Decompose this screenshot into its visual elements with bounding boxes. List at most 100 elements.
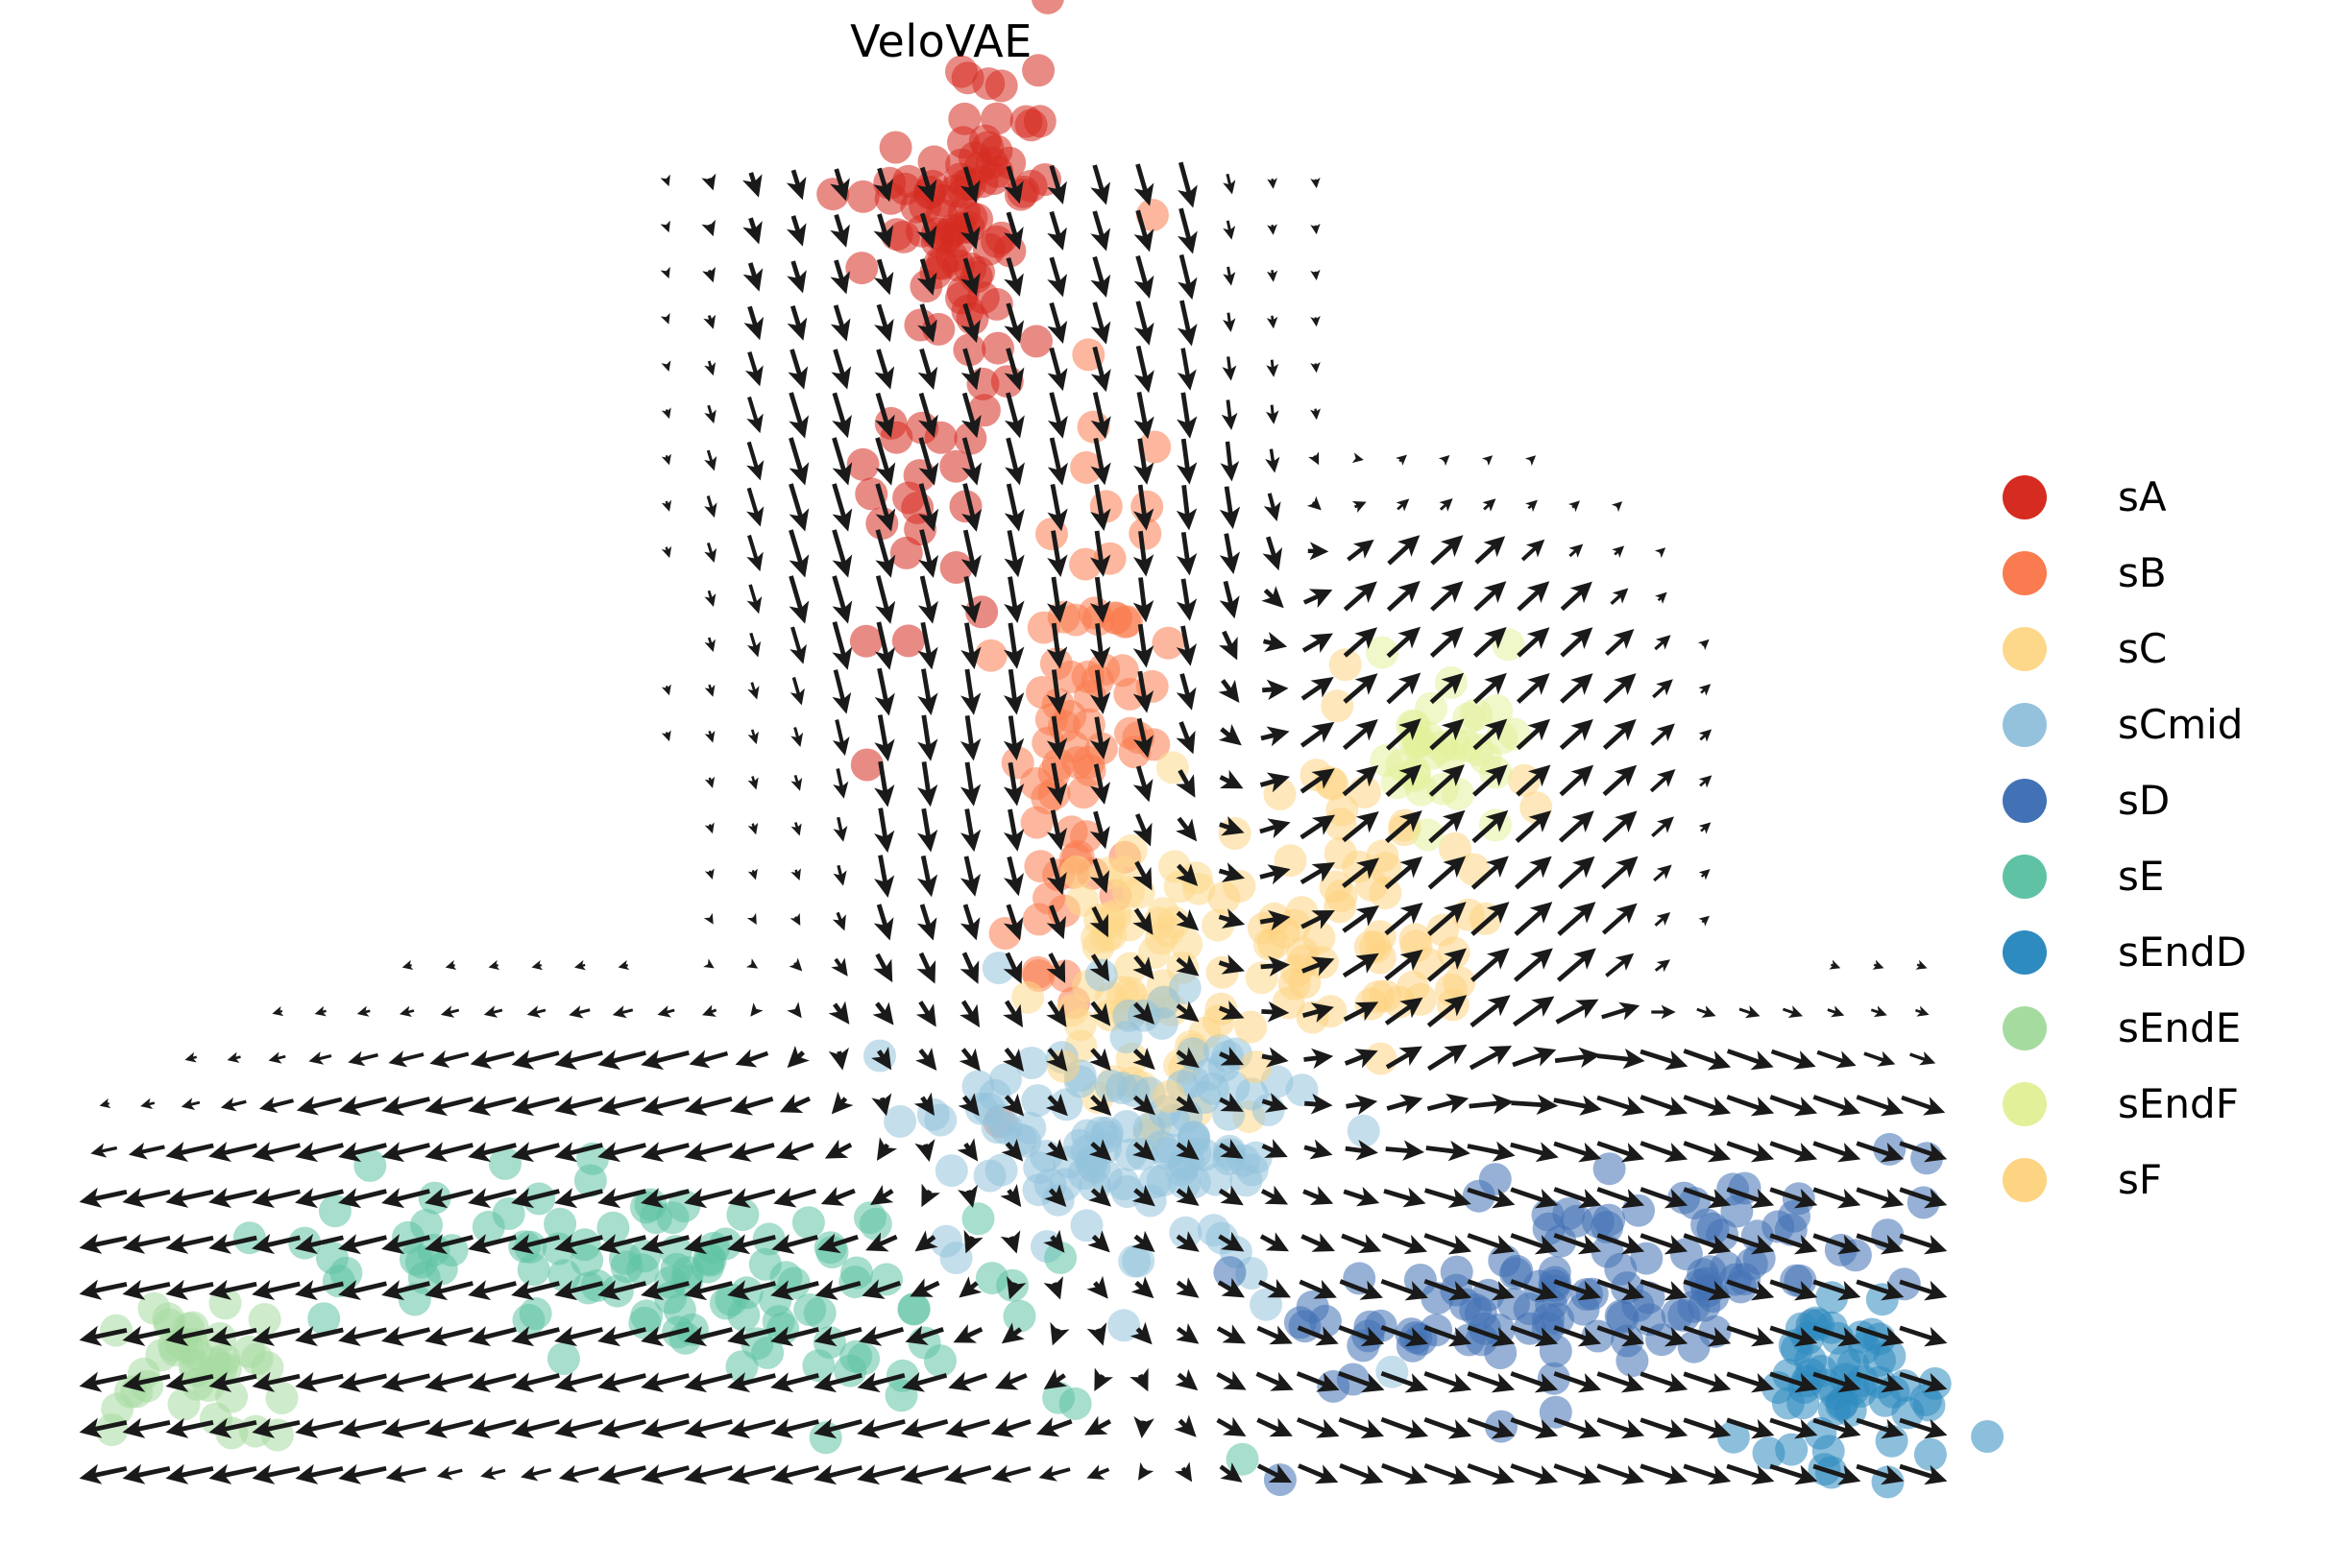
- velocity-arrow: [1001, 1138, 1024, 1162]
- velocity-arrow: [1310, 177, 1321, 189]
- velocity-arrow: [1035, 1417, 1073, 1437]
- velocity-arrow: [1553, 1187, 1602, 1209]
- legend-entry[interactable]: sEndD: [2003, 914, 2329, 990]
- legend-label: sD: [2118, 776, 2171, 824]
- legend-entry[interactable]: sD: [2003, 762, 2329, 838]
- scatter-point: [1218, 817, 1251, 850]
- velocity-arrow: [1899, 1233, 1948, 1255]
- velocity-arrow: [1089, 858, 1110, 894]
- velocity-arrow: [251, 1142, 301, 1163]
- velocity-arrow: [828, 1047, 849, 1071]
- velocity-arrow: [1467, 1325, 1516, 1347]
- velocity-arrow: [1698, 869, 1711, 880]
- velocity-arrow: [1899, 1279, 1948, 1301]
- scatter-point: [544, 1207, 577, 1241]
- velocity-arrow: [641, 1142, 690, 1163]
- velocity-arrow: [1259, 864, 1291, 885]
- legend-entry[interactable]: sEndF: [2003, 1066, 2329, 1142]
- velocity-arrow: [1000, 1230, 1021, 1254]
- velocity-arrow: [735, 1049, 769, 1068]
- velocity-arrow: [1223, 312, 1236, 332]
- velocity-arrow: [1427, 856, 1467, 890]
- velocity-arrow: [1471, 764, 1508, 797]
- velocity-arrow: [869, 1184, 894, 1206]
- velocity-arrow: [1219, 769, 1244, 789]
- velocity-arrow: [1174, 1461, 1193, 1483]
- velocity-arrow: [786, 169, 807, 201]
- velocity-arrow: [252, 1325, 301, 1346]
- velocity-arrow: [1261, 1093, 1289, 1113]
- velocity-arrow: [1088, 1184, 1111, 1207]
- velocity-arrow: [1132, 813, 1153, 847]
- scatter-point: [1226, 1442, 1259, 1476]
- velocity-arrow: [789, 912, 801, 927]
- scatter-point: [945, 55, 978, 88]
- velocity-arrow: [208, 1463, 257, 1484]
- scatter-point: [879, 131, 912, 164]
- velocity-arrow: [1260, 1185, 1289, 1205]
- scatter-point: [571, 1243, 604, 1277]
- velocity-arrow: [1218, 679, 1240, 704]
- legend-entry[interactable]: sC: [2003, 611, 2329, 687]
- velocity-arrow: [1683, 1095, 1732, 1117]
- velocity-arrow: [876, 1137, 898, 1161]
- velocity-arrow: [1351, 452, 1364, 464]
- scatter-point: [1868, 1384, 1902, 1417]
- velocity-arrow: [1471, 809, 1509, 844]
- velocity-arrow: [873, 167, 894, 203]
- velocity-arrow: [511, 1049, 560, 1070]
- velocity-arrow: [1262, 679, 1289, 701]
- velocity-arrow: [1087, 1230, 1110, 1253]
- legend-entry[interactable]: sB: [2003, 535, 2329, 611]
- velocity-arrow: [1301, 1002, 1334, 1024]
- velocity-arrow: [1132, 954, 1154, 980]
- velocity-arrow: [1380, 1324, 1429, 1347]
- velocity-arrow: [1089, 810, 1110, 850]
- velocity-arrow: [900, 1464, 949, 1485]
- legend-entry[interactable]: sEndE: [2003, 990, 2329, 1066]
- velocity-arrow: [1514, 902, 1553, 936]
- scatter-point: [961, 1202, 995, 1236]
- velocity-arrow: [1380, 1416, 1429, 1439]
- velocity-arrow: [830, 259, 851, 295]
- velocity-arrow: [994, 1370, 1028, 1390]
- legend-entry[interactable]: sCmid: [2003, 687, 2329, 762]
- velocity-arrow: [961, 437, 983, 486]
- velocity-arrow: [770, 1372, 819, 1393]
- velocity-arrow: [1863, 1050, 1896, 1067]
- scatter-point: [891, 624, 925, 658]
- velocity-arrow: [1218, 862, 1246, 882]
- velocity-arrow: [1047, 437, 1068, 486]
- velocity-arrow: [1007, 1276, 1027, 1300]
- scatter-point: [803, 1296, 837, 1330]
- velocity-arrow: [1567, 500, 1580, 513]
- scatter-point: [1059, 856, 1093, 888]
- velocity-arrow: [1308, 451, 1320, 466]
- velocity-arrow: [1510, 1142, 1559, 1163]
- legend-entry[interactable]: sA: [2003, 459, 2329, 535]
- velocity-arrow: [1003, 856, 1024, 897]
- velocity-arrow: [1812, 1095, 1861, 1117]
- velocity-arrow: [1385, 810, 1422, 844]
- velocity-arrow: [1001, 1322, 1025, 1344]
- velocity-arrow: [1004, 165, 1024, 205]
- scatter-point: [404, 1245, 438, 1279]
- velocity-arrow: [295, 1463, 344, 1484]
- velocity-arrow: [1559, 718, 1593, 750]
- velocity-arrow: [1553, 1417, 1602, 1439]
- velocity-arrow: [1380, 1278, 1429, 1301]
- legend-entry[interactable]: sF: [2003, 1142, 2329, 1218]
- velocity-arrow: [314, 1005, 327, 1017]
- velocity-arrow: [554, 1372, 603, 1393]
- legend-entry[interactable]: sE: [2003, 838, 2329, 914]
- scatter-point: [980, 134, 1013, 168]
- velocity-arrow: [1396, 498, 1410, 512]
- velocity-arrow: [1596, 1325, 1645, 1347]
- velocity-arrow: [122, 1325, 171, 1346]
- velocity-arrow: [1381, 1233, 1428, 1255]
- velocity-arrow: [1046, 1048, 1068, 1072]
- velocity-arrow: [1256, 1325, 1293, 1345]
- velocity-arrow: [122, 1463, 171, 1484]
- velocity-arrow: [1132, 623, 1154, 668]
- legend-color-swatch-icon: [2003, 1157, 2047, 1202]
